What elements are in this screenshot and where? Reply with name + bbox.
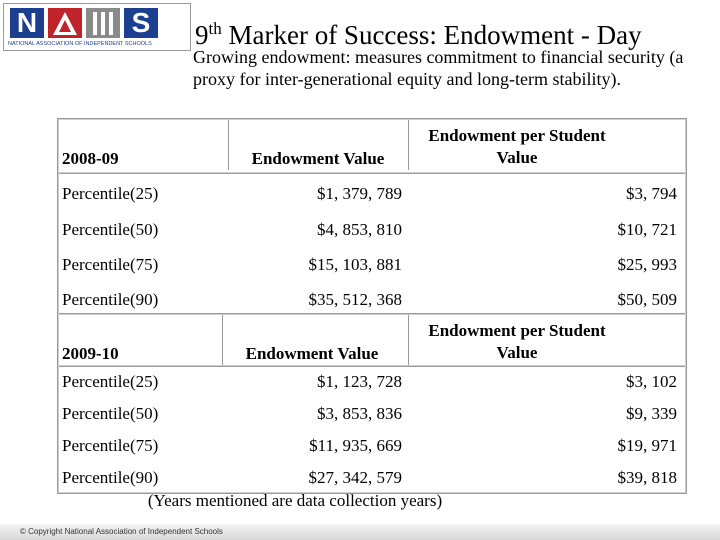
column-separator	[408, 120, 409, 170]
row-label: Percentile(90)	[62, 468, 159, 487]
row-label: Percentile(25)	[62, 372, 159, 391]
title-suffix: th	[208, 19, 222, 38]
endowment-value: $35, 512, 368	[308, 290, 403, 309]
row-label: Percentile(90)	[62, 290, 159, 309]
row-label: Percentile(25)	[62, 184, 159, 203]
per-student-value: $25, 993	[617, 255, 678, 274]
row-label: Percentile(75)	[62, 255, 159, 274]
per-student-value: $3, 794	[626, 184, 677, 203]
table-frame	[57, 118, 687, 494]
column-header: Endowment per Student Value	[428, 126, 606, 167]
per-student-value: $50, 509	[617, 290, 678, 309]
endowment-value: $11, 935, 669	[309, 436, 402, 455]
column-separator	[222, 315, 223, 365]
logo: N S NATIONAL ASSOCIATION OF INDEPENDENT …	[3, 3, 191, 51]
year-header: 2009-10	[62, 344, 119, 363]
year-header: 2008-09	[62, 149, 119, 168]
column-separator	[408, 315, 409, 365]
endowment-value: $27, 342, 579	[308, 468, 403, 487]
column-header: Endowment Value	[251, 149, 385, 168]
per-student-value: $19, 971	[617, 436, 678, 455]
per-student-value: $3, 102	[626, 372, 677, 391]
logo-caption: NATIONAL ASSOCIATION OF INDEPENDENT SCHO…	[8, 41, 152, 47]
column-header: Endowment Value	[245, 344, 379, 363]
per-student-value: $39, 818	[617, 468, 678, 487]
per-student-value: $9, 339	[626, 404, 677, 423]
endowment-value: $1, 123, 728	[317, 372, 402, 391]
per-student-value: $10, 721	[617, 220, 678, 239]
endowment-value: $1, 379, 789	[317, 184, 402, 203]
title-number: 9	[195, 20, 209, 50]
subtitle: Growing endowment: measures commitment t…	[193, 47, 684, 89]
logo-box	[48, 8, 82, 38]
row-label: Percentile(75)	[62, 436, 159, 455]
footer-band: © Copyright National Association of Inde…	[0, 524, 720, 540]
footnote: (Years mentioned are data collection yea…	[147, 491, 443, 510]
logo-letter: S	[124, 8, 158, 38]
logo-letter: N	[10, 8, 44, 38]
row-label: Percentile(50)	[62, 404, 159, 423]
logo-bars	[93, 12, 113, 35]
logo-triangle	[53, 12, 77, 35]
endowment-value: $3, 853, 836	[317, 404, 402, 423]
title-text: Marker of Success: Endowment - Day	[228, 20, 642, 50]
column-header: Endowment per Student Value	[428, 321, 606, 362]
title: 9th Marker of Success: Endowment - Day	[195, 12, 642, 52]
copyright: © Copyright National Association of Inde…	[20, 527, 223, 536]
logo-box	[86, 8, 120, 38]
row-label: Percentile(50)	[62, 220, 159, 239]
endowment-value: $15, 103, 881	[308, 255, 403, 274]
column-separator	[228, 120, 229, 170]
endowment-value: $4, 853, 810	[317, 220, 402, 239]
